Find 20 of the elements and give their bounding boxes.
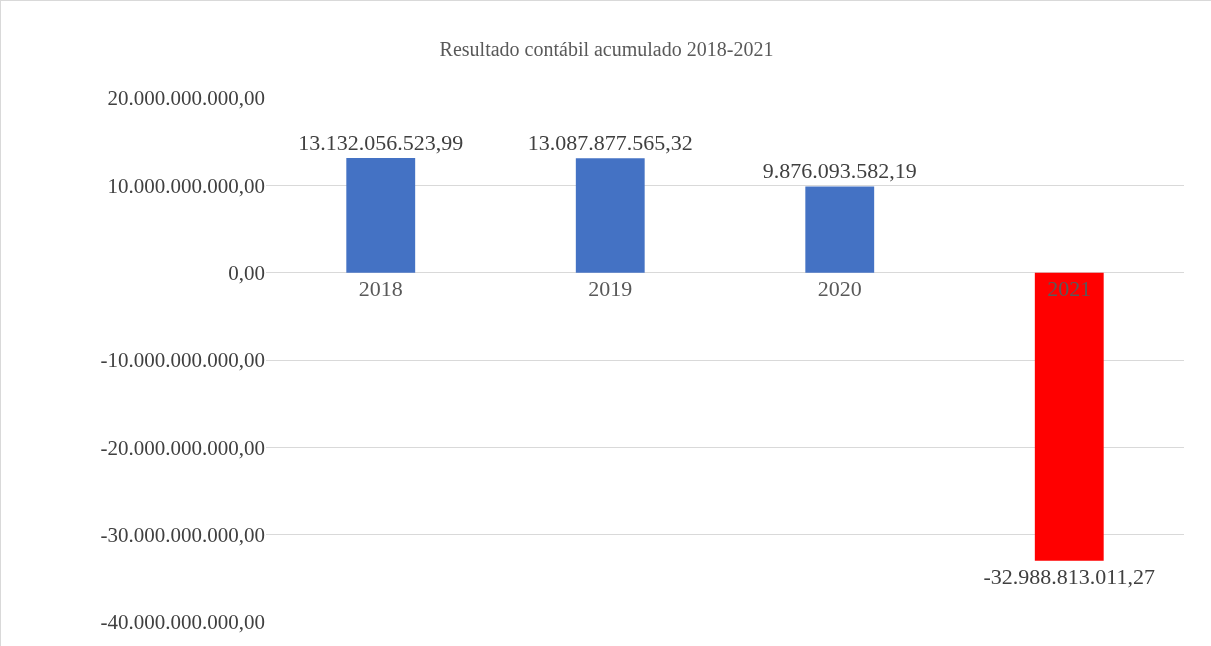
data-label: -32.988.813.011,27: [983, 563, 1156, 589]
bar: [346, 157, 416, 273]
data-label: 9.876.093.582,19: [762, 158, 917, 184]
chart-title: Resultado contábil acumulado 2018-2021: [439, 38, 774, 61]
y-tick-label: -20.000.000.000,00: [100, 435, 265, 460]
bar: [1034, 272, 1104, 561]
y-tick-label: -40.000.000.000,00: [100, 610, 265, 635]
y-tick-label: -30.000.000.000,00: [100, 523, 265, 548]
x-tick-label: 2021: [1047, 275, 1092, 301]
x-tick-label: 2018: [358, 275, 403, 301]
x-tick-label: 2019: [588, 275, 633, 301]
y-tick-label: 10.000.000.000,00: [107, 173, 265, 198]
y-tick-label: 20.000.000.000,00: [107, 86, 265, 111]
data-label: 13.087.877.565,32: [527, 130, 693, 156]
x-tick-label: 2020: [817, 275, 862, 301]
y-tick-label: -10.000.000.000,00: [100, 348, 265, 373]
bar: [805, 186, 875, 273]
y-tick-label: 0,00: [228, 261, 265, 286]
bar: [575, 158, 645, 273]
data-label: 13.132.056.523,99: [298, 129, 464, 155]
